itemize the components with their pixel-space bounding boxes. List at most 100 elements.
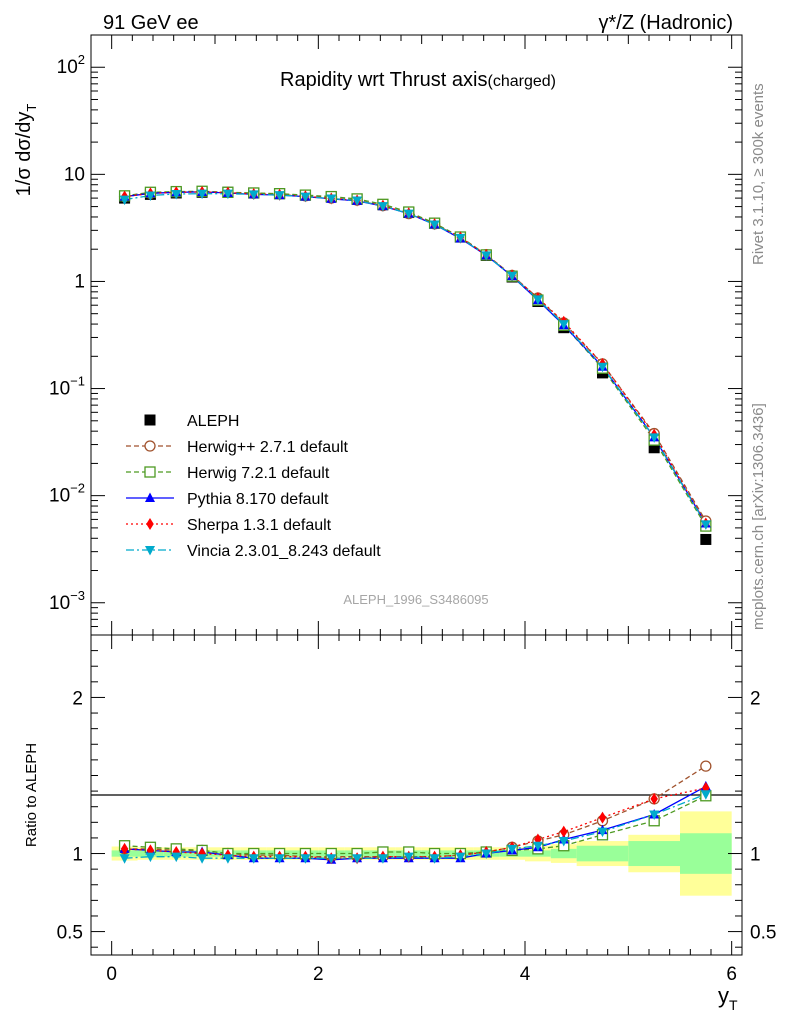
main-series-point — [455, 233, 466, 244]
ratio-series-point — [197, 854, 208, 864]
analysis-id: ALEPH_1996_S3486095 — [343, 592, 488, 607]
main-series-point — [558, 320, 569, 330]
ratio-series-line — [124, 787, 706, 859]
main-y-label-text: 1/σ dσ/dy — [13, 112, 35, 197]
ratio-series-point — [558, 837, 569, 847]
ratio-series-point — [700, 760, 712, 772]
ratio-band-stat — [550, 848, 577, 859]
ratio-series-point — [248, 854, 259, 864]
plot-title-suffix: (charged) — [488, 73, 556, 90]
main-y-tick-exp: −2 — [70, 481, 85, 496]
main-y-tick-label: 10 — [64, 164, 85, 185]
main-series-point — [377, 202, 388, 212]
ratio-y-tick-label: 2 — [72, 688, 83, 709]
main-series-point — [222, 189, 233, 200]
legend-label: Pythia 8.170 default — [187, 491, 329, 508]
x-tick-label: 6 — [726, 964, 737, 985]
ratio-series-point — [274, 854, 285, 864]
x-tick-label: 4 — [520, 964, 531, 985]
main-y-tick-base: 10 — [57, 57, 78, 78]
ratio-series-point — [598, 811, 607, 824]
ratio-y-tick-label: 1 — [72, 845, 83, 866]
main-series-group — [118, 185, 712, 545]
energy-label: 91 GeV ee — [103, 12, 199, 34]
main-series-point — [171, 190, 182, 200]
ratio-series-point — [300, 854, 311, 864]
legend: ALEPH Herwig++ 2.7.1 default Herwig 7.2.1 … — [126, 413, 381, 560]
plot-title: Rapidity wrt Thrust axis(charged) — [280, 69, 556, 91]
main-data-point — [700, 533, 712, 545]
x-axis-label-main: y — [718, 983, 729, 1008]
legend-marker — [146, 518, 154, 530]
main-series-point — [274, 191, 285, 201]
main-y-tick-label: 10−3 — [49, 588, 85, 614]
side-label-mcplots-wrap: mcplots.cern.ch [arXiv:1306.3436] — [750, 403, 767, 630]
x-axis-label-sub: T — [729, 997, 738, 1013]
ratio-series-point — [560, 825, 568, 838]
ratio-series-point — [700, 790, 711, 800]
main-y-tick-exp: −1 — [70, 374, 85, 389]
ratio-axes: 0.5 0.5 1 1 2 2 0 2 4 6 — [57, 635, 776, 985]
ratio-series-point — [532, 841, 543, 852]
main-y-label-sub: T — [24, 104, 39, 112]
ratio-y-label-text: Ratio to ALEPH — [23, 743, 40, 847]
side-label-rivet-wrap: Rivet 3.1.10, ≥ 300k events — [750, 83, 767, 265]
main-series-point — [507, 271, 518, 282]
main-y-tick-base: 10 — [49, 593, 70, 614]
main-y-tick-exp: −3 — [70, 588, 85, 603]
main-series-point — [352, 196, 363, 206]
main-y-tick-label: 10−2 — [49, 481, 85, 507]
main-y-tick-base: 10 — [64, 164, 85, 185]
legend-marker — [145, 546, 155, 556]
legend-marker — [144, 466, 156, 478]
ratio-panel-frame — [90, 634, 743, 956]
ratio-series-point — [171, 852, 182, 863]
ratio-series-point — [650, 792, 658, 805]
ratio-series-point — [222, 854, 233, 864]
main-series-point — [300, 192, 311, 203]
legend-label: Sherpa 1.3.1 default — [187, 517, 332, 534]
ratio-series-point — [326, 854, 337, 864]
main-y-tick-base: 10 — [49, 486, 70, 507]
ratio-series-group — [118, 760, 712, 865]
main-series-point — [197, 189, 208, 200]
x-axis-label: yT — [718, 983, 738, 1013]
legend-label: Herwig 7.2.1 default — [187, 465, 330, 482]
ratio-series-point — [119, 854, 130, 864]
x-tick-label: 2 — [313, 964, 324, 985]
ratio-series-point — [429, 854, 440, 864]
plot-title-main: Rapidity wrt Thrust axis — [280, 69, 487, 91]
ratio-series-point — [507, 844, 518, 855]
legend-label: Vincia 2.3.01_8.243 default — [187, 543, 381, 560]
main-series-point — [481, 251, 492, 261]
main-series-point — [248, 190, 259, 200]
main-series-point — [326, 194, 337, 204]
ratio-series-point — [403, 852, 414, 863]
ratio-series-point — [352, 854, 363, 864]
legend-marker — [144, 440, 156, 452]
ratio-series-point — [145, 852, 156, 863]
main-series-point — [649, 433, 660, 443]
legend-marker — [145, 492, 155, 502]
main-series-point — [403, 209, 414, 220]
ratio-y-tick-label: 0.5 — [57, 923, 83, 944]
ratio-series-point — [377, 854, 388, 864]
main-data-point — [648, 442, 660, 454]
x-tick-label: 0 — [106, 964, 117, 985]
main-y-tick-label: 10−1 — [49, 374, 85, 400]
ratio-band-stat — [576, 845, 629, 862]
main-series-point — [119, 195, 130, 206]
ratio-series-point — [455, 852, 466, 863]
main-series-point — [700, 520, 711, 530]
side-label-rivet: Rivet 3.1.10, ≥ 300k events — [750, 83, 767, 265]
svg-text:1/σ dσ/dyT: 1/σ dσ/dyT — [13, 104, 39, 197]
legend-label: ALEPH — [187, 413, 239, 430]
process-label: γ*/Z (Hadronic) — [599, 12, 733, 34]
ratio-band-stat — [680, 833, 732, 874]
ratio-series-point — [597, 827, 608, 838]
main-series-line — [124, 191, 707, 524]
ratio-series-point — [649, 810, 660, 821]
ratio-band-stat — [628, 841, 680, 867]
